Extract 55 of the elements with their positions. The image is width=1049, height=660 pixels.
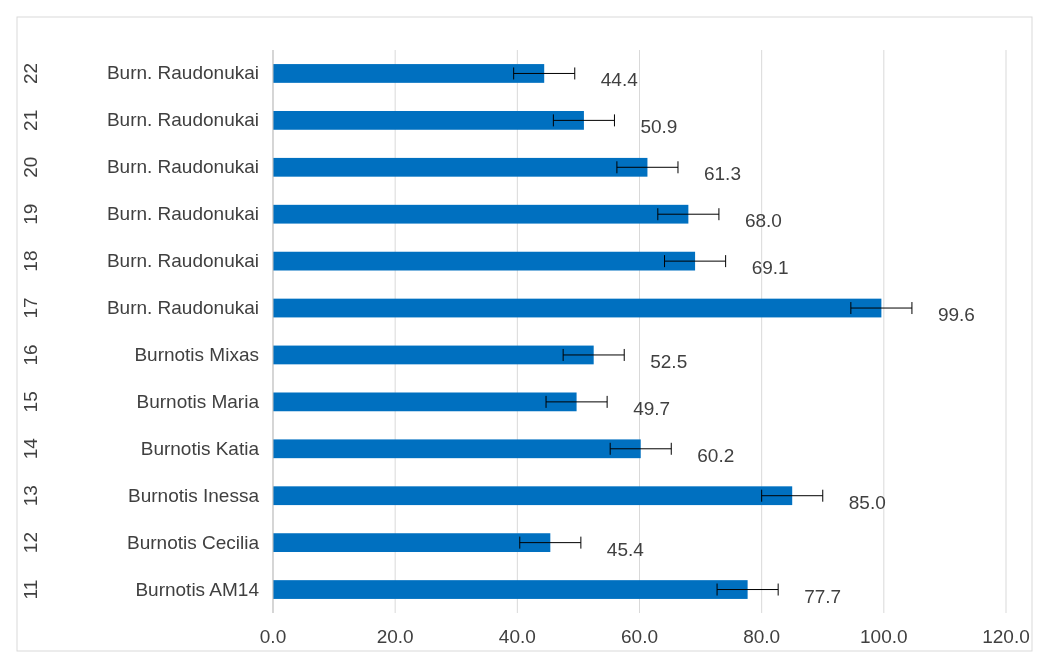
y-tick-label: Burn. Raudonukai: [106, 203, 259, 225]
x-tick-label: 40.0: [498, 626, 536, 647]
x-tick-label: 120.0: [982, 626, 1030, 647]
text: 17: [19, 297, 41, 319]
bar: [273, 110, 584, 130]
data-label: 45.4: [606, 538, 645, 560]
y-tick-label: Burn. Raudonukai: [106, 250, 259, 272]
x-tick-label: 80.0: [743, 626, 781, 647]
text: 14: [19, 437, 41, 460]
data-label: 77.7: [804, 585, 842, 607]
data-label: 50.9: [640, 116, 678, 138]
data-label: 69.1: [751, 257, 789, 279]
data-label: 44.4: [600, 69, 639, 91]
bar: [273, 533, 551, 553]
y-tick-label: Burnotis Mixas: [134, 343, 259, 365]
text: 12: [19, 532, 41, 554]
data-label: 61.3: [703, 163, 741, 185]
bar: [273, 439, 641, 459]
data-label: 99.6: [937, 304, 975, 326]
text: 20: [19, 156, 41, 178]
data-label: 68.0: [744, 210, 782, 232]
bar: [273, 580, 748, 599]
data-label: 85.0: [848, 491, 886, 513]
bar: [273, 345, 594, 365]
bar: [273, 392, 577, 412]
bar: [273, 298, 882, 318]
bar: [273, 204, 689, 224]
text: 19: [19, 203, 41, 225]
data-label: 52.5: [650, 350, 688, 372]
x-tick-label: 20.0: [376, 626, 414, 647]
text: 15: [19, 391, 41, 413]
bar: [273, 486, 793, 506]
bar: [273, 64, 545, 83]
bar: [273, 157, 648, 177]
text: 16: [19, 344, 41, 366]
bar: [273, 251, 696, 271]
text: 21: [19, 109, 41, 131]
text: 11: [19, 579, 41, 600]
y-tick-label: Burnotis Katia: [140, 437, 260, 459]
y-tick-label: Burn. Raudonukai: [106, 62, 259, 84]
text: 18: [19, 250, 41, 272]
text: 22: [19, 62, 41, 85]
x-tick-label: 100.0: [860, 626, 908, 647]
data-label: 60.2: [697, 444, 735, 466]
y-tick-label: Burn. Raudonukai: [106, 156, 259, 178]
x-tick-label: 60.0: [621, 626, 658, 647]
y-tick-label: Burnotis Maria: [136, 390, 260, 412]
text: 13: [19, 485, 41, 507]
y-tick-label: Burnotis Cecilia: [127, 531, 260, 553]
data-label: 49.7: [633, 397, 671, 419]
y-tick-label: Burnotis Inessa: [128, 484, 260, 506]
x-tick-label: 0.0: [259, 626, 287, 647]
y-tick-label: Burnotis AM14: [135, 578, 260, 600]
y-tick-label: Burn. Raudonukai: [106, 297, 259, 319]
y-tick-label: Burn. Raudonukai: [106, 109, 259, 131]
